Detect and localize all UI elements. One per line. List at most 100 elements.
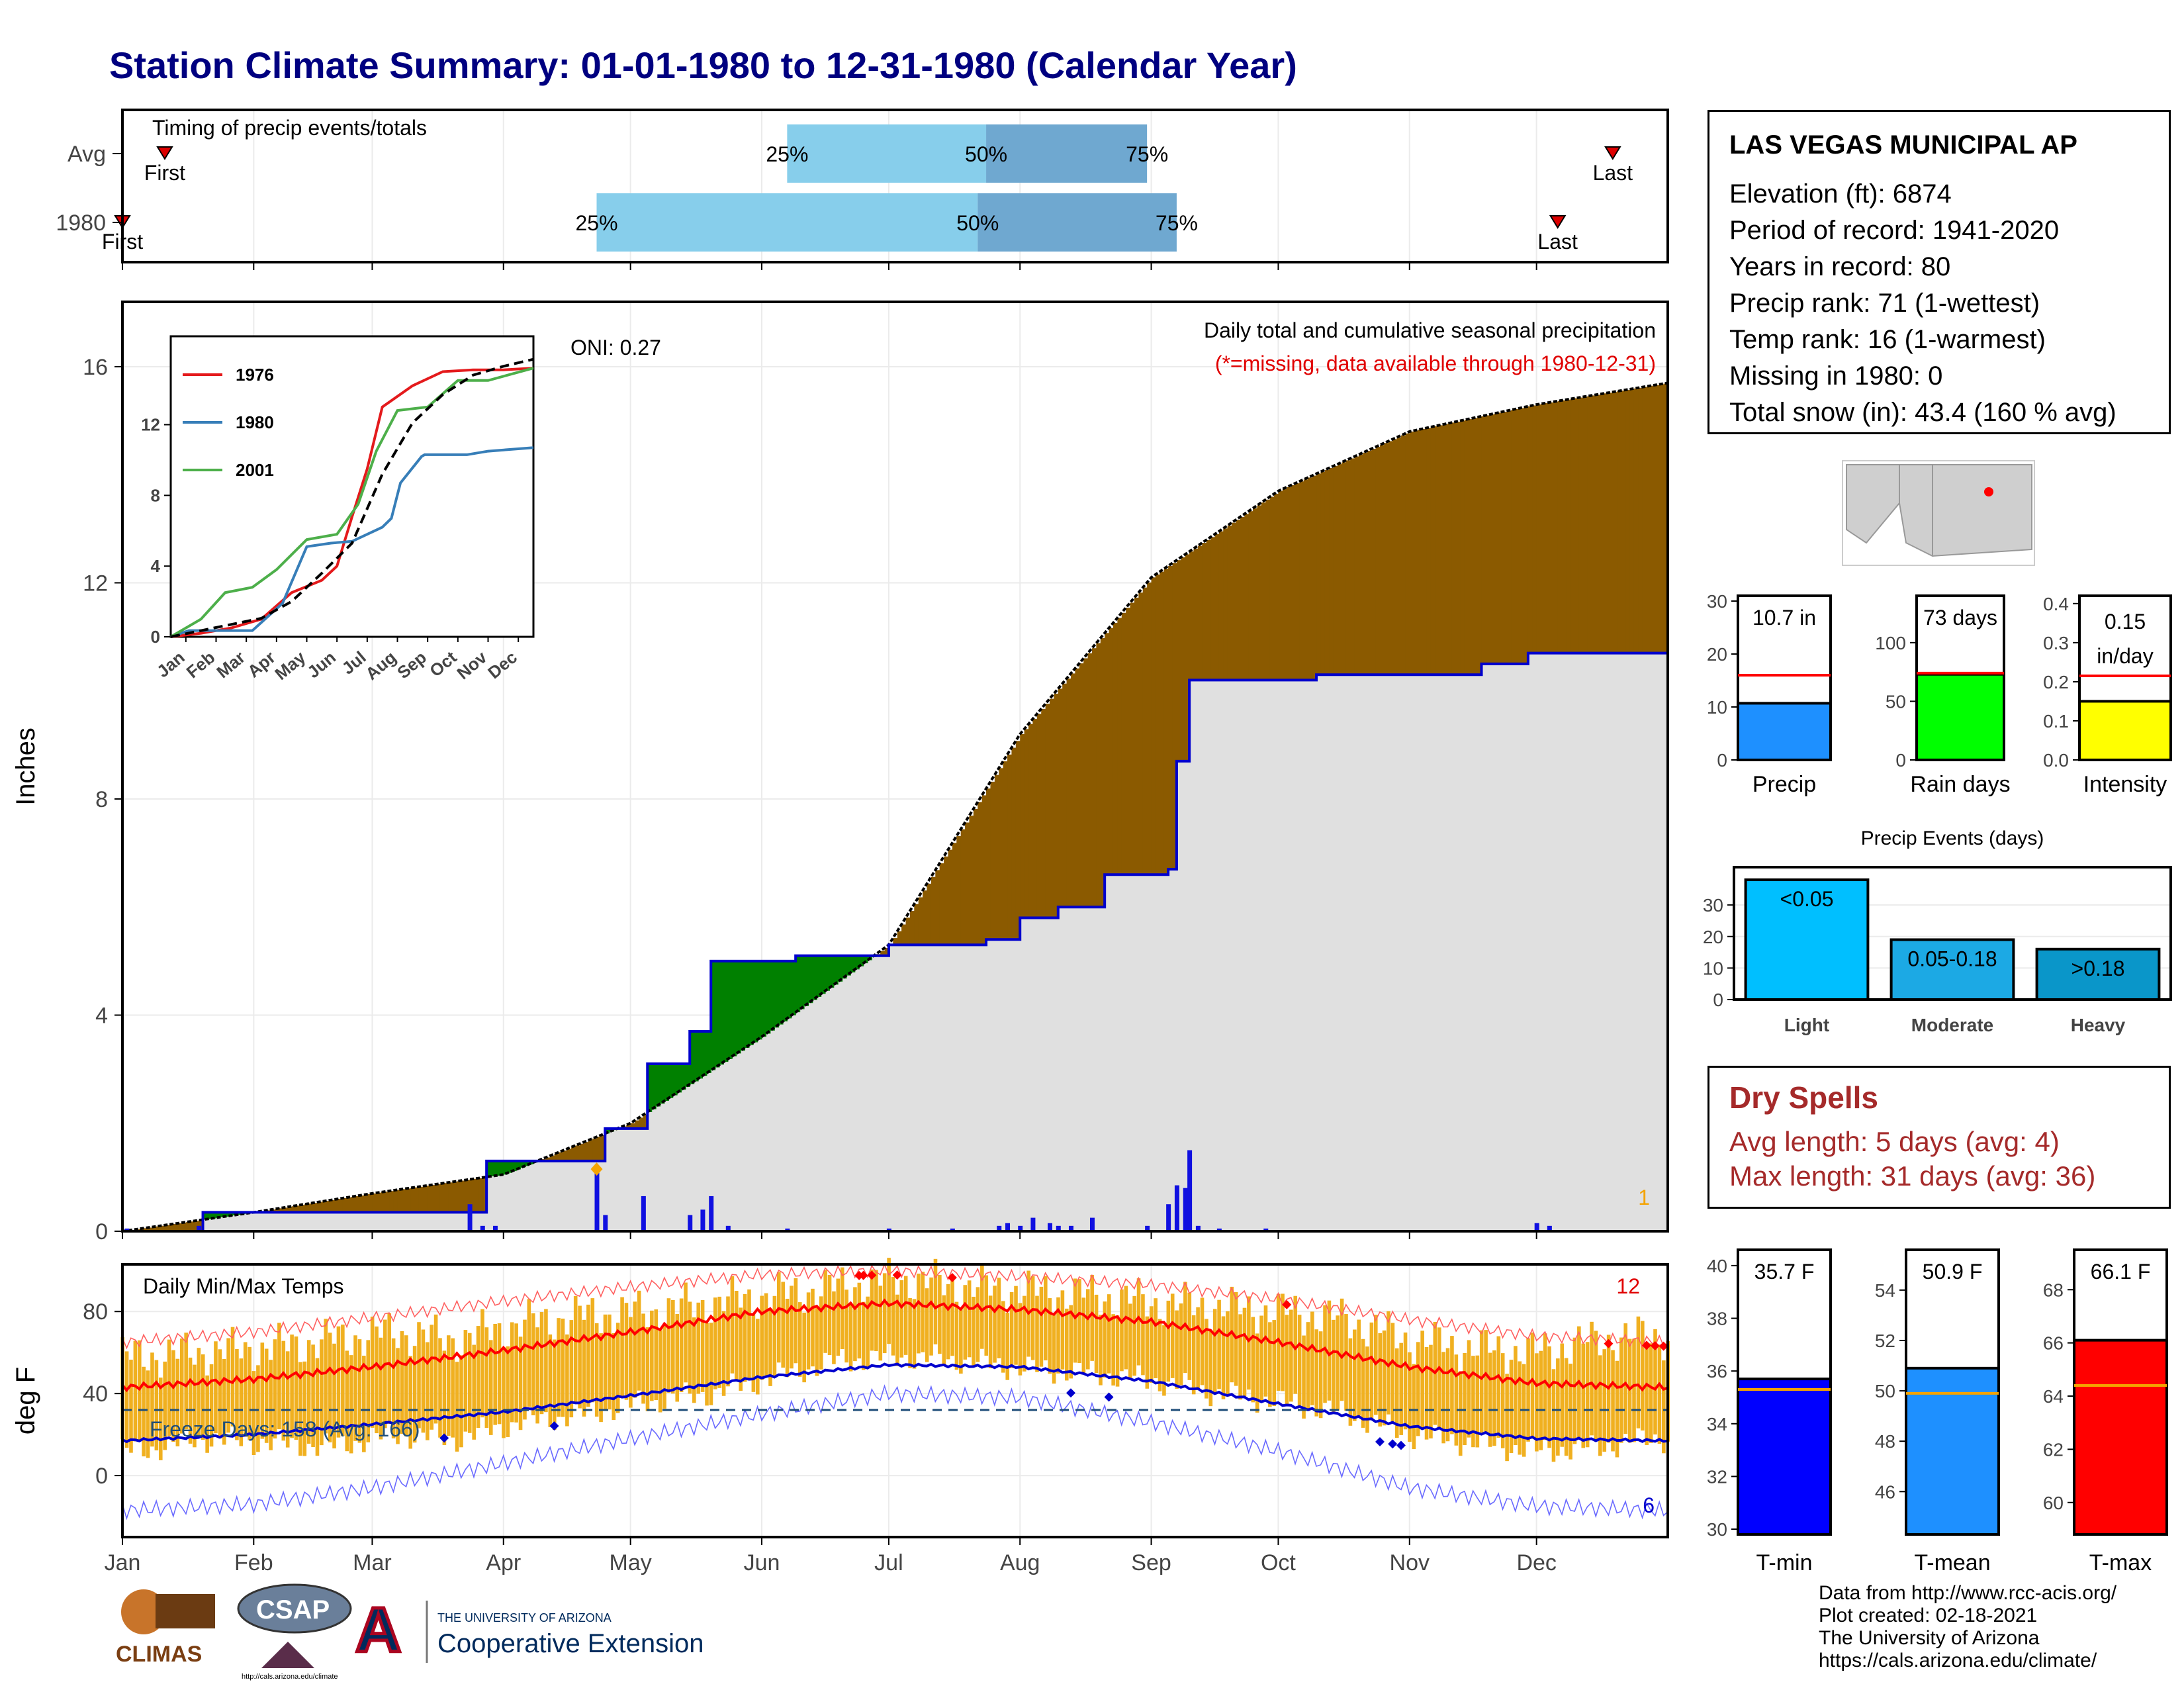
inset-legend-label: 2001 <box>236 460 274 480</box>
temp-daily-bar <box>1450 1336 1454 1434</box>
precip-daily-bar <box>1183 1188 1188 1231</box>
temp-daily-bar <box>1217 1299 1221 1389</box>
precip-y-axis-label: Inches <box>11 727 40 806</box>
precip-deficit-band <box>1218 531 1224 680</box>
precip-surplus-band <box>732 961 737 1056</box>
temp-daily-bar <box>1327 1300 1332 1401</box>
temp-daily-bar <box>976 1287 980 1362</box>
temp-daily-bar <box>1175 1310 1179 1389</box>
temp-daily-bar <box>1238 1314 1242 1400</box>
ua-big-text: Cooperative Extension <box>437 1629 704 1658</box>
tmean-bar-value-bar <box>1905 1366 2000 1536</box>
precip-daily-bar <box>1048 1223 1052 1231</box>
page-title: Station Climate Summary: 01-01-1980 to 1… <box>109 44 1297 86</box>
precip-deficit-band <box>935 870 940 945</box>
precip-deficit-band <box>1185 554 1190 761</box>
temp-daily-bar <box>993 1286 997 1363</box>
precip-surplus-band <box>228 1212 233 1216</box>
csap-cloud-icon <box>237 1583 352 1634</box>
temp-daily-bar <box>1247 1296 1251 1390</box>
bar-precip-y-tick-label: 20 <box>1707 644 1727 665</box>
precip-deficit-band <box>1138 592 1144 875</box>
tmin-bar-y-tick-label: 34 <box>1707 1414 1727 1434</box>
temp-daily-bar <box>709 1323 713 1405</box>
temp-daily-bar <box>1081 1297 1086 1375</box>
temp-daily-bar <box>1132 1295 1136 1376</box>
precip-surplus-band <box>782 961 788 1022</box>
tmean-bar-y-tick-label: 50 <box>1875 1381 1895 1401</box>
precip-deficit-band <box>1469 418 1474 675</box>
precip-deficit-band <box>1439 425 1444 675</box>
precip-deficit-band <box>1642 387 1647 653</box>
precip-surplus-band <box>817 955 822 998</box>
temp-daily-bar <box>946 1284 950 1360</box>
precip-surplus-band <box>706 1031 711 1073</box>
precip-deficit-band <box>1287 487 1292 680</box>
state-map-new-mexico <box>1899 464 2032 557</box>
precip-surplus-band <box>651 1063 657 1109</box>
precip-deficit-band <box>1007 754 1013 940</box>
temp-daily-bar <box>179 1338 184 1434</box>
temp-record-low-line <box>122 1384 1668 1521</box>
timing-last-marker <box>1604 146 1621 160</box>
temp-daily-bar <box>480 1309 484 1418</box>
precip-deficit-band <box>1566 399 1571 653</box>
temp-daily-bar <box>790 1286 794 1369</box>
bar-precip-value-label: 10.7 in <box>1752 606 1816 630</box>
temp-daily-bar <box>341 1324 345 1436</box>
temp-daily-bar <box>493 1323 497 1425</box>
precip-deficit-band <box>296 1205 301 1213</box>
precip-deficit-band <box>1316 473 1322 675</box>
month-label: May <box>610 1550 652 1575</box>
temp-daily-bar <box>1348 1338 1353 1426</box>
precip-deficit-band <box>1054 693 1059 918</box>
station-location-marker <box>1984 487 1993 496</box>
precip-deficit-band <box>884 947 889 956</box>
events-category-label: Moderate <box>1911 1015 1993 1035</box>
dry-spells-panel: Dry Spells Avg length: 5 days (avg: 4) M… <box>1707 1066 2171 1209</box>
temp-daily-bar <box>302 1361 307 1456</box>
station-years: Years in record: 80 <box>1729 252 1951 281</box>
precip-deficit-band <box>1036 714 1042 918</box>
precip-deficit-band <box>321 1201 326 1213</box>
precip-deficit-band <box>981 795 987 945</box>
precip-deficit-band <box>473 1178 478 1213</box>
precip-deficit-band <box>1151 577 1156 875</box>
credit-university: The University of Arizona <box>1819 1627 2040 1649</box>
temp-daily-bar <box>269 1360 273 1450</box>
temp-daily-bar <box>717 1296 722 1388</box>
temp-daily-bar <box>1187 1292 1192 1380</box>
precip-deficit-band <box>1163 569 1169 875</box>
precip-surplus-band <box>605 1128 610 1134</box>
precip-deficit-band <box>1392 439 1398 675</box>
temp-daily-bar <box>844 1289 848 1363</box>
precip-surplus-band <box>656 1063 661 1107</box>
inset-y-tick-label: 12 <box>141 415 160 435</box>
temp-daily-bar <box>285 1351 290 1448</box>
temp-daily-bar <box>370 1316 375 1428</box>
precip-deficit-band <box>1578 397 1584 653</box>
temp-daily-bar <box>806 1292 811 1370</box>
temp-daily-bar <box>230 1327 235 1427</box>
temp-daily-bar <box>1306 1322 1310 1411</box>
precip-deficit-band <box>1181 557 1186 761</box>
precip-deficit-band <box>185 1222 191 1231</box>
precip-deficit-band <box>181 1223 187 1231</box>
precip-deficit-band <box>1426 428 1432 675</box>
precip-deficit-band <box>1629 389 1635 653</box>
temp-daily-bar <box>383 1319 387 1429</box>
precip-deficit-band <box>1536 404 1541 653</box>
climas-mark-icon <box>156 1594 215 1628</box>
precip-deficit-band <box>1278 491 1283 680</box>
precip-daily-bar <box>1534 1223 1539 1231</box>
precip-deficit-band <box>1070 673 1075 908</box>
temp-daily-bar <box>1077 1279 1081 1364</box>
precip-deficit-band <box>905 917 911 945</box>
precip-deficit-band <box>1206 539 1211 680</box>
bar-raindays-y-tick-label: 0 <box>1895 750 1906 771</box>
temp-daily-bar <box>1611 1350 1615 1452</box>
precip-deficit-band <box>482 1177 487 1213</box>
precip-deficit-band <box>1121 612 1126 875</box>
temp-daily-bar <box>650 1310 654 1401</box>
timing-q75-label: 75% <box>1126 142 1168 166</box>
